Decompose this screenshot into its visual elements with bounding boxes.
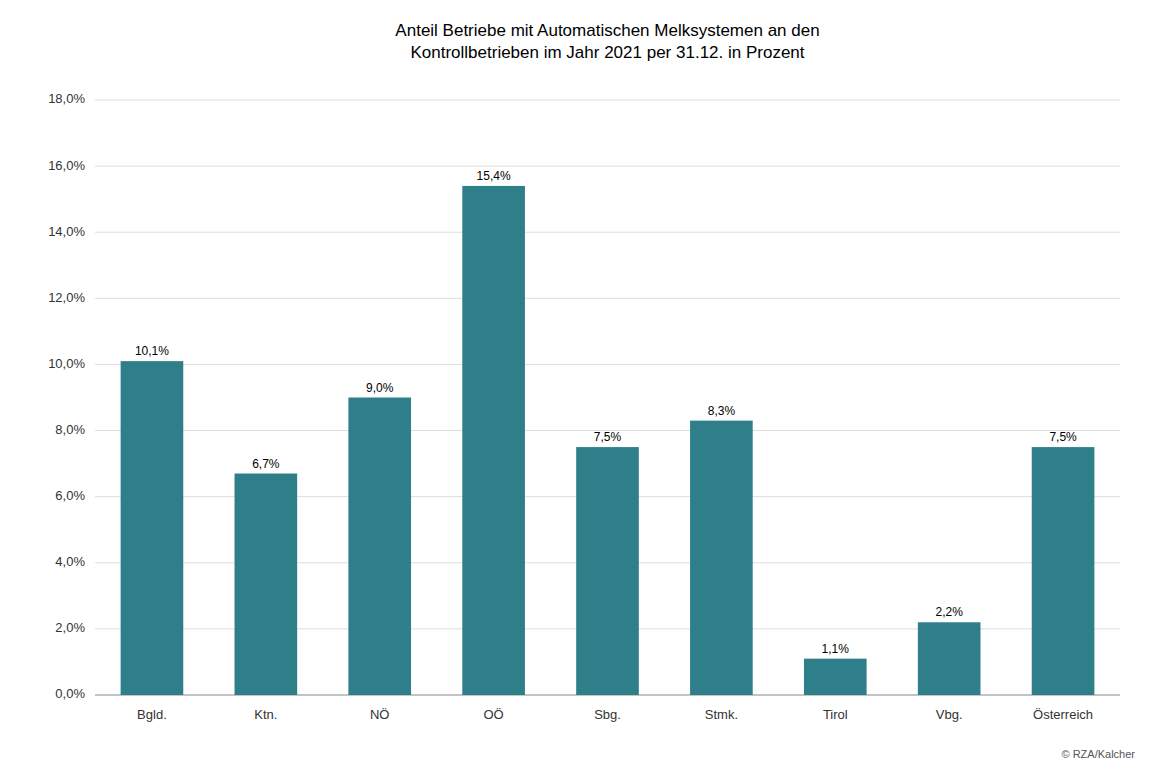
annotation: © RZA/Kalcher	[1061, 748, 1135, 760]
bar	[1032, 447, 1095, 695]
y-tick-label: 16,0%	[48, 158, 85, 173]
title: Anteil Betriebe mit Automatischen Melksy…	[395, 21, 819, 62]
bar	[690, 421, 753, 695]
grid	[95, 100, 1120, 695]
bar	[804, 659, 867, 695]
y-tick-label: 8,0%	[55, 422, 85, 437]
data-label: 1,1%	[822, 642, 850, 656]
chart-container: 0,0% 2,0% 4,0% 6,0% 8,0% 10,0% 12,0% 14,0% 16,0%…	[0, 0, 1155, 770]
data-label: 10,1%	[135, 344, 169, 358]
data-label: 15,4%	[477, 169, 511, 183]
grid-line	[95, 232, 1120, 233]
bar	[918, 622, 981, 695]
y-tick-label: 14,0%	[48, 224, 85, 239]
x-tick-label: Stmk.	[705, 707, 738, 722]
grid-line	[95, 298, 1120, 299]
data-label: 2,2%	[935, 605, 963, 619]
x-tick-label: Bgld.	[137, 707, 167, 722]
bar	[348, 398, 411, 696]
data-label: 6,7%	[252, 457, 280, 471]
grid-line	[95, 364, 1120, 365]
bar	[121, 361, 184, 695]
bar	[235, 474, 298, 695]
chart: 0,0% 2,0% 4,0% 6,0% 8,0% 10,0% 12,0% 14,0% 16,0%…	[0, 0, 1155, 770]
bar	[462, 186, 525, 695]
bar	[576, 447, 639, 695]
x-tick-label: Sbg.	[594, 707, 621, 722]
x-tick-label: OÖ	[483, 707, 503, 722]
y-tick-label: 10,0%	[48, 356, 85, 371]
data-label: 8,3%	[708, 404, 736, 418]
data-label: 7,5%	[1049, 430, 1077, 444]
grid-line	[95, 100, 1120, 101]
data-labels: 10,1% 6,7% 9,0% 15,4% 7,5% 8,3% 1,1% 2,2% 7,5%	[135, 169, 1077, 656]
x-tick-label: Ktn.	[254, 707, 277, 722]
bars	[121, 186, 1095, 695]
x-tick-label: NÖ	[370, 707, 390, 722]
data-label: 9,0%	[366, 381, 394, 395]
y-tick-label: 2,0%	[55, 620, 85, 635]
axes: 0,0% 2,0% 4,0% 6,0% 8,0% 10,0% 12,0% 14,0% 16,0%…	[48, 91, 1120, 722]
y-tick-label: 0,0%	[55, 686, 85, 701]
data-label: 7,5%	[594, 430, 622, 444]
grid-line	[95, 166, 1120, 167]
x-tick-label: Vbg.	[936, 707, 963, 722]
y-tick-label: 18,0%	[48, 91, 85, 106]
x-tick-label: Tirol	[823, 707, 848, 722]
y-tick-label: 12,0%	[48, 290, 85, 305]
x-tick-label: Österreich	[1033, 707, 1093, 722]
y-tick-label: 6,0%	[55, 488, 85, 503]
y-tick-label: 4,0%	[55, 554, 85, 569]
